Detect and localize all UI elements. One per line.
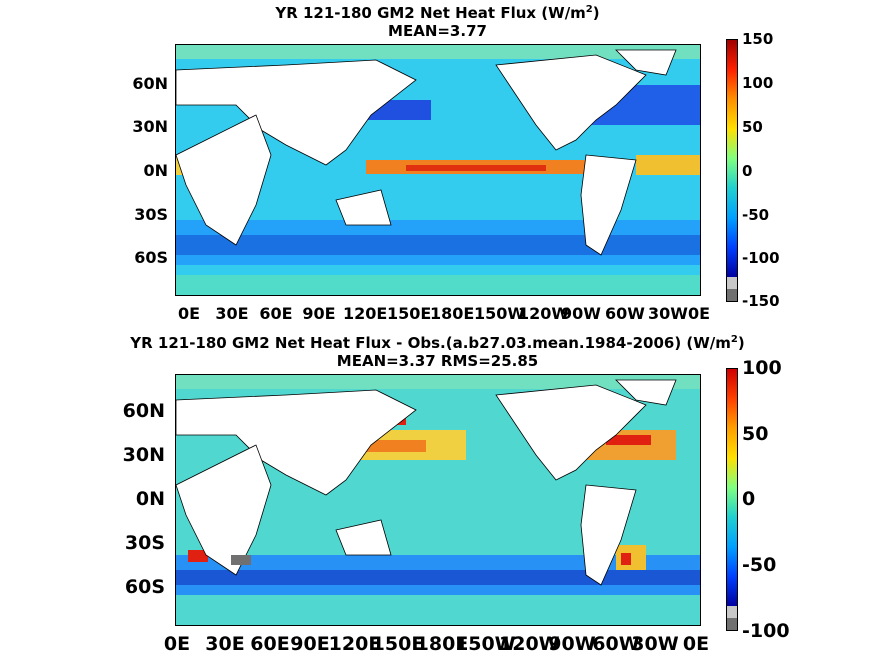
chart2-cbtick: 50	[742, 423, 769, 445]
chart2-ytick-60S: 60S	[124, 576, 165, 598]
chart2-xtick: 180E	[415, 633, 469, 655]
chart1-cbtick: -50	[742, 206, 770, 224]
chart1-cbtick: -100	[742, 249, 780, 267]
chart1-colorbar	[726, 39, 738, 302]
chart1-ytick-60S: 60S	[134, 248, 168, 267]
chart2-title: YR 121-180 GM2 Net Heat Flux - Obs.(a.b2…	[130, 334, 745, 352]
chart2-xtick: 0E	[682, 633, 710, 655]
chart2-xtick: 150E	[371, 633, 425, 655]
chart2-colorbar-gradient	[727, 369, 737, 606]
chart1-cbtick: 50	[742, 118, 763, 136]
chart2-ytick-60N: 60N	[122, 400, 165, 422]
chart1-xtick: 150W	[474, 304, 526, 323]
chart1-map	[175, 44, 701, 296]
chart2-xtick: 150W	[455, 633, 516, 655]
chart1-ytick-0N: 0N	[143, 161, 168, 180]
chart1-xtick: 0E	[687, 304, 711, 323]
chart2-xtick: 60W	[592, 633, 640, 655]
chart2-subtitle: MEAN=3.37 RMS=25.85	[336, 352, 539, 370]
chart2-xtick: 120E	[328, 633, 382, 655]
chart2-xtick: 120W	[499, 633, 560, 655]
chart1-xtick: 60E	[259, 304, 293, 323]
chart2-ytick-30S: 30S	[124, 532, 165, 554]
chart2-cbtick: 0	[742, 488, 756, 510]
chart2-cbtick: 100	[742, 357, 782, 379]
chart2-ytick-0N: 0N	[135, 488, 165, 510]
chart2-cbtick: -100	[742, 620, 790, 642]
chart1-title: YR 121-180 GM2 Net Heat Flux (W/m2)	[275, 4, 600, 22]
chart1-colorbar-gradient	[727, 40, 737, 277]
chart2-map	[175, 374, 701, 626]
chart1-xtick: 120E	[343, 304, 388, 323]
chart1-cbtick: 100	[742, 74, 774, 92]
chart1-ytick-30N: 30N	[132, 117, 168, 136]
chart1-xtick: 30E	[215, 304, 249, 323]
chart1-xtick: 150E	[387, 304, 432, 323]
chart2-xtick: 90W	[548, 633, 596, 655]
chart2-xtick: 0E	[163, 633, 191, 655]
chart1-colorbar-gray1	[727, 277, 737, 289]
chart1-cbtick: -150	[742, 292, 780, 310]
chart2-ytick-30N: 30N	[122, 444, 165, 466]
chart2-colorbar-gray2	[727, 618, 737, 630]
chart2-xtick: 90E	[290, 633, 330, 655]
chart1-map-svg	[176, 45, 700, 295]
chart2-map-svg	[176, 375, 700, 625]
chart2-colorbar	[726, 368, 738, 631]
chart1-xtick: 0E	[177, 304, 201, 323]
chart1-subtitle: MEAN=3.77	[388, 22, 487, 40]
chart1-xtick: 180E	[430, 304, 475, 323]
chart2-colorbar-gray1	[727, 606, 737, 618]
chart1-xtick: 120W	[518, 304, 570, 323]
chart1-xtick: 30W	[648, 304, 688, 323]
chart1-xtick: 60W	[605, 304, 645, 323]
chart1-colorbar-gray2	[727, 289, 737, 301]
chart2-xtick: 30E	[205, 633, 245, 655]
chart1-cbtick: 0	[742, 162, 753, 180]
chart1-xtick: 90E	[302, 304, 336, 323]
chart2-xtick: 60E	[250, 633, 290, 655]
chart1-ytick-30S: 30S	[134, 205, 168, 224]
chart1-cbtick: 150	[742, 30, 774, 48]
chart1-xtick: 90W	[561, 304, 601, 323]
chart2-xtick: 30W	[631, 633, 679, 655]
chart2-cbtick: -50	[742, 554, 777, 576]
chart1-ytick-60N: 60N	[132, 74, 168, 93]
